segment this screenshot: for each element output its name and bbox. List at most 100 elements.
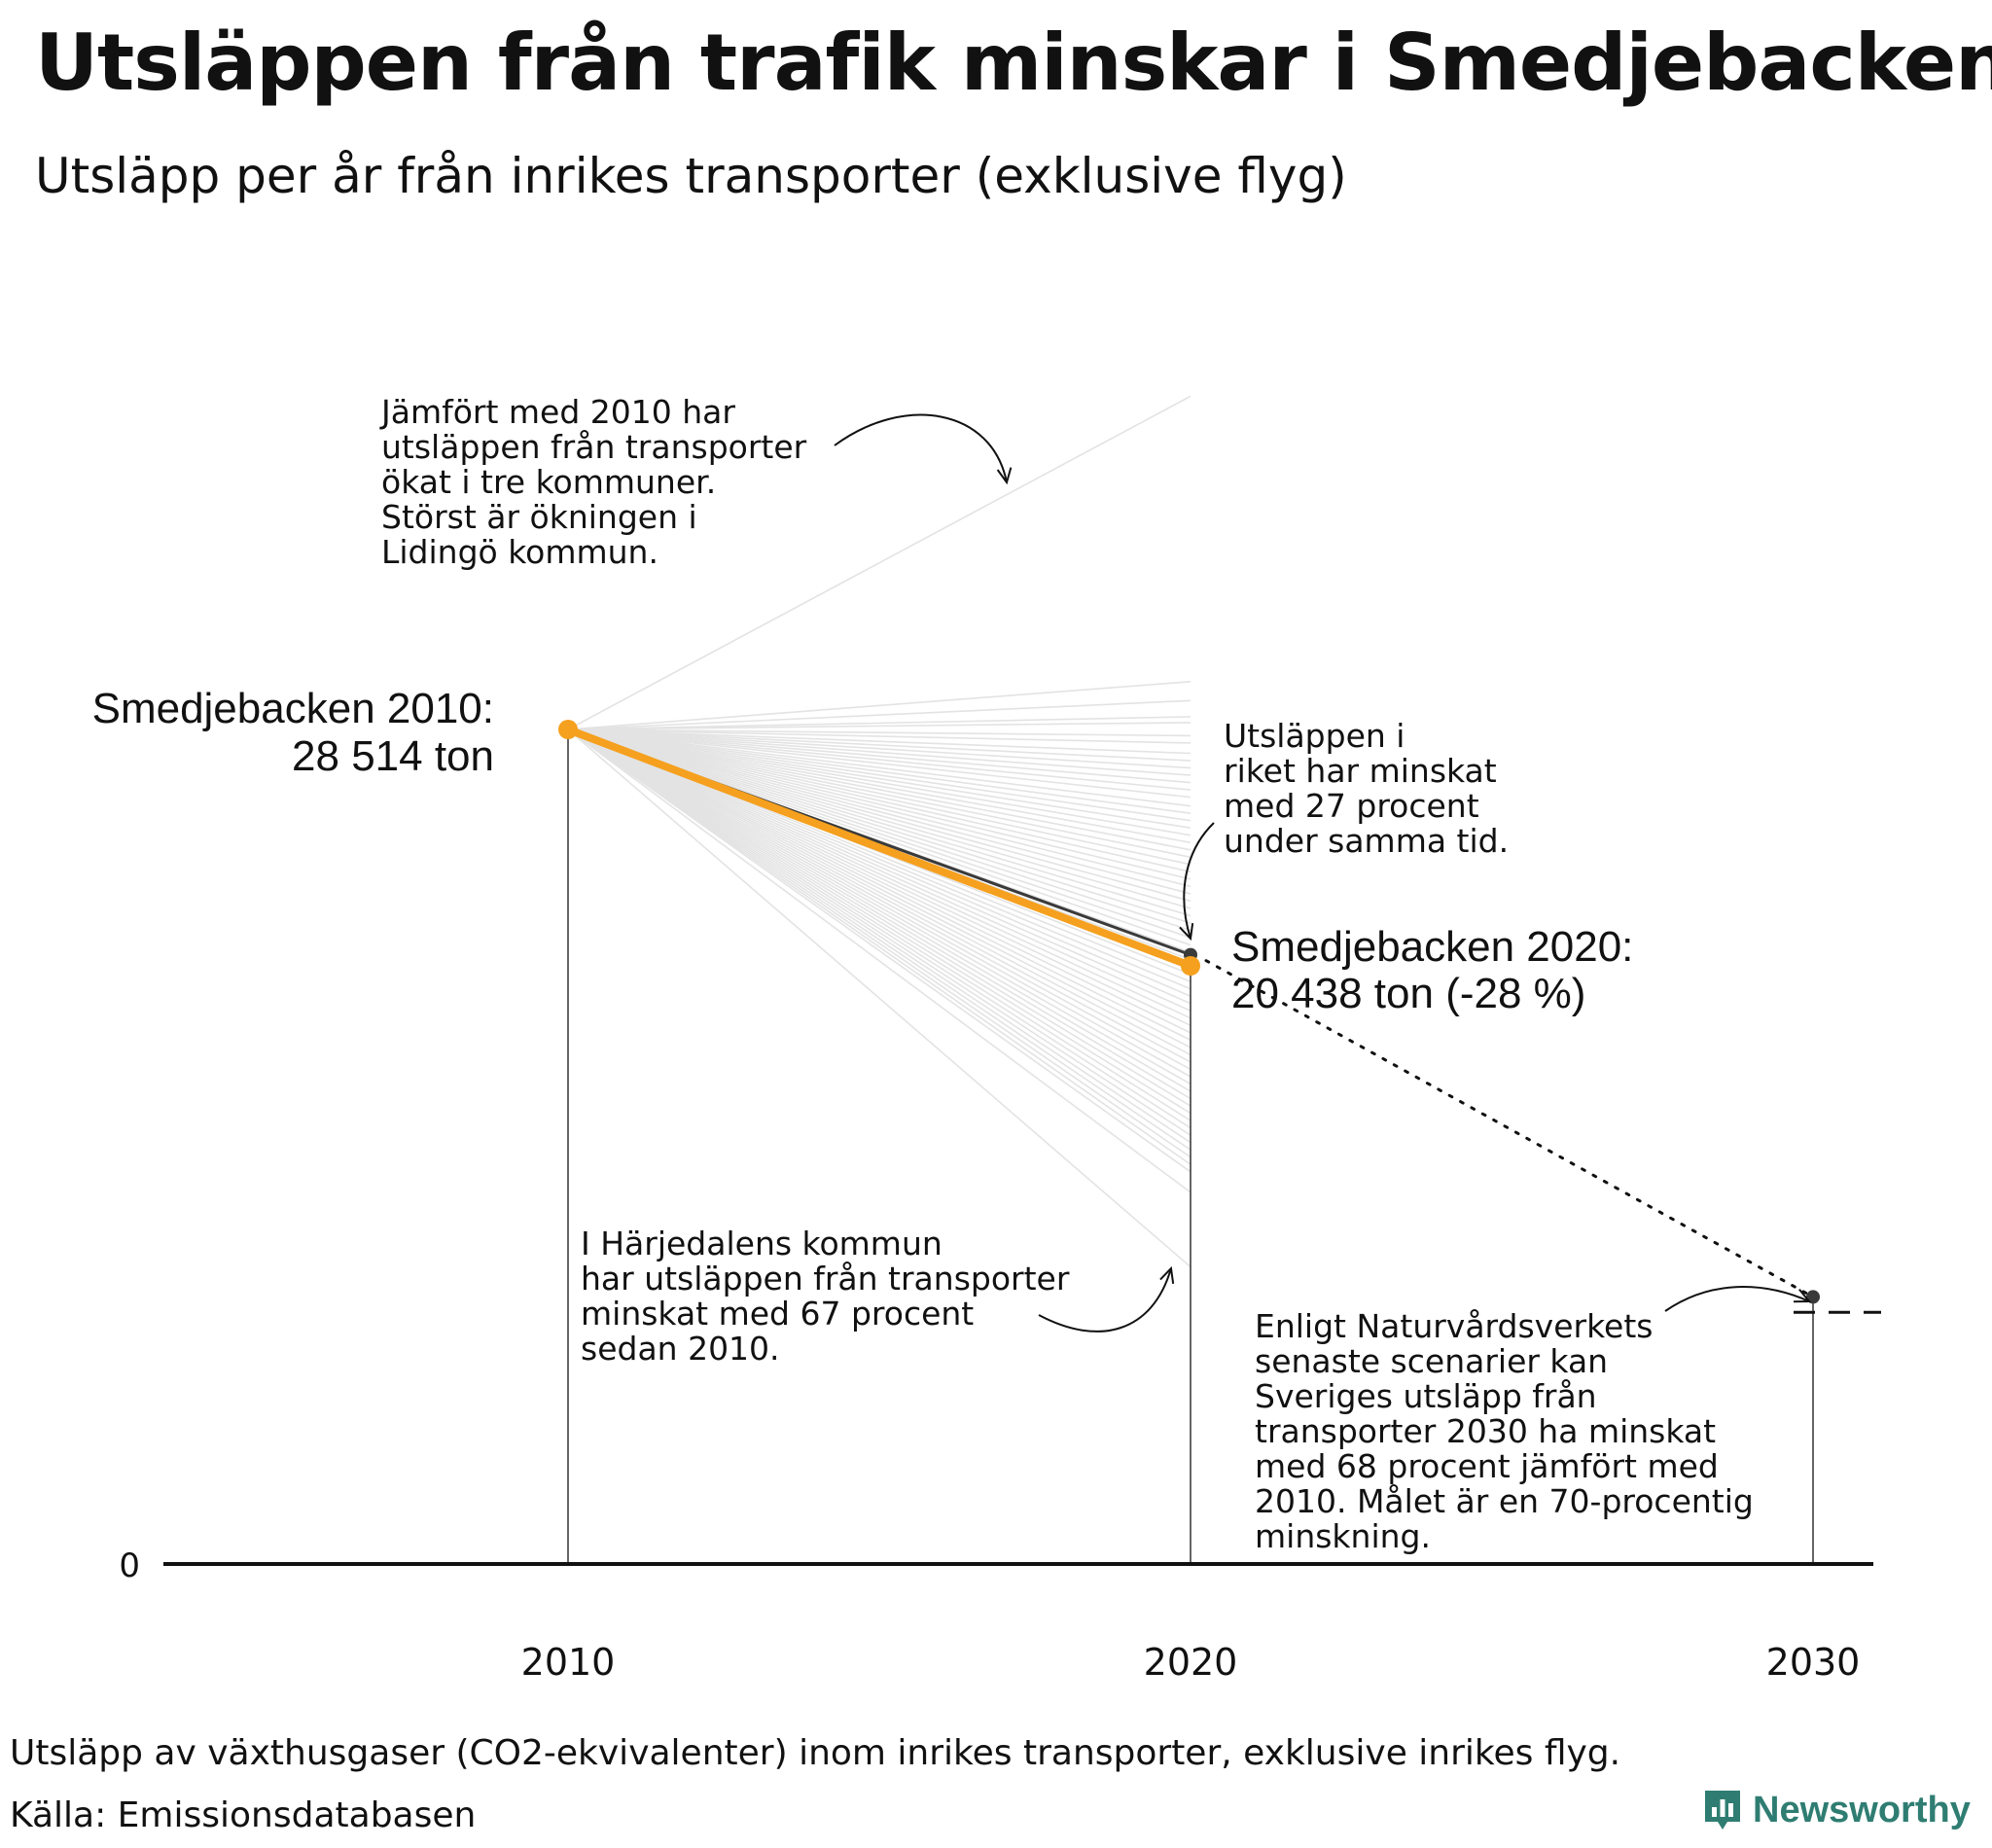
series-layer — [558, 720, 1881, 1314]
arrow-scenario-curve — [1664, 1286, 1810, 1312]
background-line-29 — [567, 729, 1192, 917]
source-credit: Källa: Emissionsdatabasen — [10, 1795, 477, 1835]
background-line-8 — [567, 729, 1192, 762]
label-2020-value: 20 438 ton (-28 %) — [1231, 970, 1585, 1017]
annotation-increase-line-2: ökat i tre kommuner. — [381, 463, 716, 501]
x-tick-2020: 2020 — [1144, 1641, 1238, 1684]
projection-2030-point — [1806, 1290, 1820, 1304]
annotation-harjedalen-line-3: sedan 2010. — [581, 1330, 780, 1368]
annotation-national-line-1: riket har minskat — [1224, 752, 1497, 790]
background-line-32 — [567, 729, 1192, 939]
chart-title: Utsläppen från trafik minskar i Smedjeba… — [35, 18, 1992, 108]
background-line-52 — [567, 729, 1192, 1085]
background-line-15 — [567, 729, 1192, 814]
annotation-harjedalen-line-2: minskat med 67 procent — [581, 1295, 974, 1333]
background-line-61 — [567, 729, 1192, 1151]
background-line-5 — [567, 729, 1192, 737]
background-line-48 — [567, 729, 1192, 1056]
annotation-scenario-line-6: minskning. — [1255, 1517, 1431, 1555]
annotation-increase-line-0: Jämfört med 2010 har — [379, 393, 735, 431]
background-line-46 — [567, 729, 1192, 1042]
annotation-increase-line-3: Störst är ökningen i — [381, 498, 697, 536]
background-line-4 — [567, 722, 1192, 730]
background-line-1 — [567, 680, 1192, 730]
label-layer: Smedjebacken 2010:28 514 ton Smedjebacken… — [92, 393, 1754, 1555]
background-line-7 — [567, 729, 1192, 755]
background-line-58 — [567, 729, 1192, 1129]
background-line-27 — [567, 729, 1192, 903]
x-tick-2010: 2010 — [521, 1641, 616, 1684]
background-line-62 — [567, 729, 1192, 1158]
background-line-47 — [567, 729, 1192, 1048]
axis-layer: 0 2010 2020 2030 — [119, 1546, 1873, 1684]
background-line-31 — [567, 729, 1192, 932]
background-line-65 — [567, 729, 1192, 1193]
smedjebacken-2020-point — [1181, 956, 1200, 977]
background-line-45 — [567, 729, 1192, 1034]
arrow-harjedalen-head — [1159, 1265, 1175, 1284]
annotation-national-line-3: under samma tid. — [1224, 822, 1509, 860]
annotation-harjedalen-line-0: I Härjedalens kommun — [581, 1225, 943, 1262]
background-line-51 — [567, 729, 1192, 1078]
background-line-3 — [567, 716, 1192, 730]
annotation-scenario-line-4: med 68 procent jämfört med — [1255, 1447, 1719, 1485]
chart-subtitle: Utsläpp per år från inrikes transporter … — [35, 148, 1347, 204]
smedjebacken-line — [564, 726, 1194, 971]
background-line-0 — [567, 395, 1192, 730]
arrow-national-curve — [1183, 822, 1215, 940]
annotation-arrows — [834, 413, 1812, 1333]
background-line-20 — [567, 729, 1192, 851]
arrow-increase-head — [996, 467, 1013, 485]
background-line-59 — [567, 729, 1192, 1136]
background-line-28 — [567, 729, 1192, 909]
arrow-harjedalen — [1038, 1265, 1175, 1333]
background-line-17 — [567, 729, 1192, 830]
background-line-16 — [567, 729, 1192, 822]
background-line-23 — [567, 729, 1192, 873]
annotation-scenario-line-5: 2010. Målet är en 70-procentig — [1255, 1482, 1754, 1520]
arrow-increase-curve — [834, 413, 1008, 483]
newsworthy-brand[interactable]: Newsworthy — [1702, 1788, 1971, 1832]
arrow-national — [1179, 822, 1215, 942]
background-line-24 — [567, 729, 1192, 880]
arrow-national-head — [1179, 923, 1194, 942]
annotation-scenario-line-1: senaste scenarier kan — [1255, 1342, 1608, 1380]
annotation-increase-line-1: utsläppen från transporter — [381, 428, 807, 466]
background-line-43 — [567, 729, 1192, 1019]
background-line-9 — [567, 729, 1192, 769]
label-2010-name: Smedjebacken 2010: — [92, 685, 494, 732]
y-zero-label: 0 — [119, 1546, 140, 1585]
background-line-44 — [567, 729, 1192, 1027]
background-line-21 — [567, 729, 1192, 859]
background-line-26 — [567, 729, 1192, 895]
annotation-harjedalen-line-1: har utsläppen från transporter — [581, 1260, 1070, 1297]
background-line-6 — [567, 729, 1192, 744]
background-line-63 — [567, 729, 1192, 1165]
background-line-11 — [567, 729, 1192, 784]
annotation-scenario-line-2: Sveriges utsläpp från — [1255, 1377, 1597, 1415]
label-2020-name: Smedjebacken 2020: — [1231, 923, 1633, 971]
background-line-64 — [567, 729, 1192, 1173]
projection-line — [1204, 959, 1815, 1298]
annotation-national-line-0: Utsläppen i — [1224, 717, 1405, 755]
background-line-57 — [567, 729, 1192, 1121]
background-line-53 — [567, 729, 1192, 1092]
arrow-increase — [834, 413, 1013, 485]
newsworthy-logo-icon — [1705, 1791, 1740, 1830]
annotation-scenario-line-0: Enligt Naturvårdsverkets — [1255, 1307, 1653, 1345]
background-line-56 — [567, 729, 1192, 1115]
footnote: Utsläpp av växthusgaser (CO2-ekvivalente… — [10, 1733, 1621, 1773]
background-line-49 — [567, 729, 1192, 1063]
background-line-25 — [567, 729, 1192, 888]
smedjebacken-2010-point — [558, 720, 578, 739]
arrow-scenario-head — [1793, 1288, 1812, 1303]
label-2010-value: 28 514 ton — [292, 732, 494, 780]
annotation-increase-line-4: Lidingö kommun. — [381, 533, 658, 571]
background-line-55 — [567, 729, 1192, 1107]
background-line-40 — [567, 729, 1192, 997]
background-line-18 — [567, 729, 1192, 836]
background-line-50 — [567, 729, 1192, 1071]
background-line-10 — [567, 729, 1192, 776]
arrow-scenario — [1664, 1286, 1812, 1312]
background-municipality-lines — [567, 395, 1192, 1268]
